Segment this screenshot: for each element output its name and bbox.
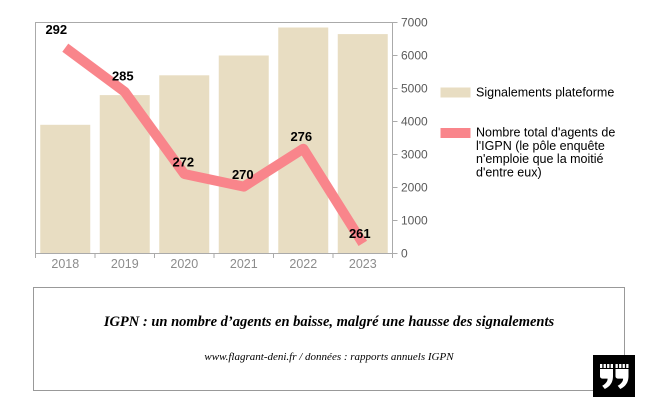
y-axis-label: 6000	[401, 49, 428, 63]
double-quote-marks-icon	[599, 363, 629, 389]
x-axis-label: 2019	[111, 257, 139, 271]
data-label: 292	[45, 22, 67, 37]
data-label: 285	[112, 68, 134, 83]
x-axis-label: 2023	[349, 257, 377, 271]
x-axis-label: 2018	[51, 257, 79, 271]
legend-label: Signalements plateforme	[476, 86, 614, 100]
y-axis-label: 7000	[401, 16, 428, 30]
legend-label: d'entre eux)	[476, 165, 542, 179]
combo-chart: 0 1000 2000 3000 4000 5000 6000 7000 2018 2019 202…	[35, 16, 615, 271]
legend-swatch	[440, 128, 471, 138]
data-label: 261	[349, 226, 371, 241]
caption-box: IGPN : un nombre d’agents en baisse, mal…	[33, 287, 625, 391]
y-axis-label: 2000	[401, 181, 428, 195]
legend-label: l'IGPN (le pôle enquête	[476, 139, 605, 153]
caption-source: www.flagrant-deni.fr / données : rapport…	[204, 351, 454, 363]
data-label: 270	[232, 167, 254, 182]
bar	[278, 27, 329, 254]
flagrant-deni-logo	[593, 355, 635, 397]
y-axis-label: 0	[401, 247, 408, 261]
bar	[40, 124, 91, 254]
caption-title: IGPN : un nombre d’agents en baisse, mal…	[103, 314, 555, 330]
x-axis-label: 2020	[170, 257, 198, 271]
legend-label: n'emploie que la moitié	[476, 152, 604, 166]
data-label: 272	[172, 155, 194, 170]
legend-label: Nombre total d'agents de	[476, 126, 615, 140]
legend-swatch	[440, 87, 471, 98]
bar	[159, 75, 210, 254]
y-axis-label: 4000	[401, 115, 428, 129]
line-series	[62, 43, 368, 247]
y-axis-label: 3000	[401, 148, 428, 162]
data-label: 276	[290, 129, 312, 144]
y-axis-label: 5000	[401, 82, 428, 96]
x-axis-label: 2022	[289, 257, 317, 271]
bar	[218, 55, 269, 254]
x-axis-label: 2021	[230, 257, 258, 271]
y-axis-label: 1000	[401, 214, 428, 228]
